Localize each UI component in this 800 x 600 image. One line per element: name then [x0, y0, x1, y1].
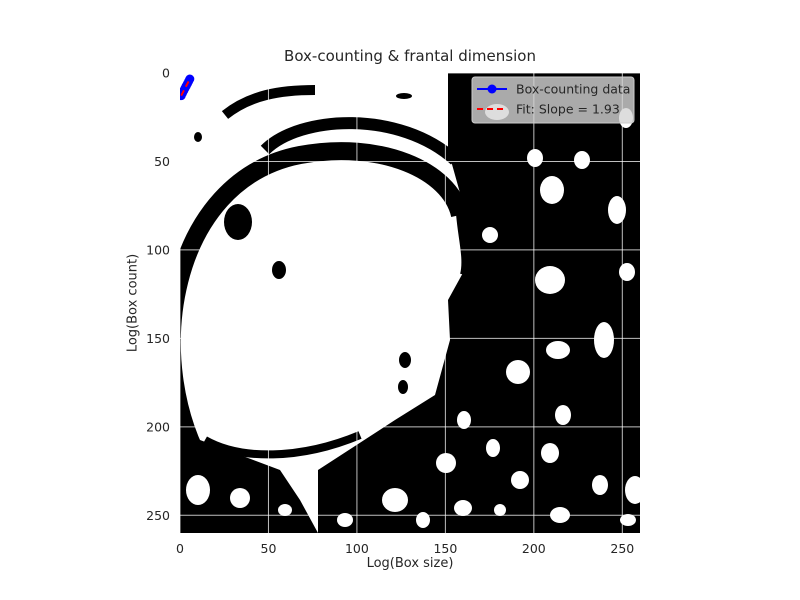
x-tick-label: 200: [522, 541, 546, 556]
y-tick-label: 100: [146, 242, 170, 257]
x-axis-label: Log(Box size): [366, 556, 454, 571]
x-tick-label: 150: [433, 541, 457, 556]
y-tick-label: 150: [146, 331, 170, 346]
series-layer: [180, 74, 195, 101]
y-tick-label: 0: [162, 66, 170, 81]
y-tick-label: 250: [146, 508, 170, 523]
y-tick-label: 200: [146, 419, 170, 434]
x-tick-label: 250: [610, 541, 634, 556]
legend-label-fit: Fit: Slope = 1.93: [516, 102, 620, 117]
data-point: [185, 74, 195, 84]
legend: Box-counting data Fit: Slope = 1.93: [471, 76, 635, 124]
legend-marker-box-counting: [487, 84, 497, 94]
segmentation-image: [180, 73, 640, 533]
tick-labels: 0 50 100 150 200 250 0 50 100 150 200 250: [146, 66, 634, 557]
chart-title: Box-counting & frantal dimension: [284, 47, 536, 65]
y-tick-label: 50: [154, 154, 170, 169]
legend-box: [471, 76, 635, 124]
legend-label-box-counting: Box-counting data: [516, 82, 630, 97]
grid: [179, 72, 640, 533]
x-tick-label: 100: [345, 541, 369, 556]
y-axis-label: Log(Box count): [125, 253, 141, 353]
x-tick-label: 50: [261, 541, 277, 556]
x-tick-label: 0: [176, 541, 184, 556]
series-line-1: [180, 78, 191, 97]
